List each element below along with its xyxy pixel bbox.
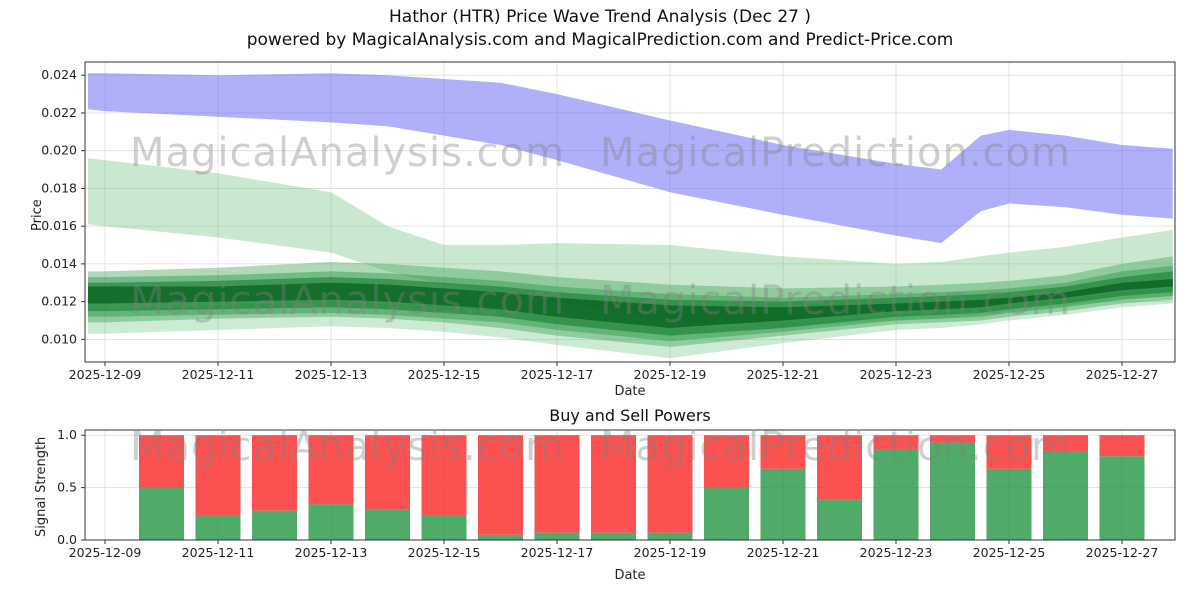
x-tick-label: 2025-12-21 bbox=[747, 545, 820, 560]
buy-power-bar bbox=[1099, 456, 1145, 540]
price-plot-border bbox=[84, 61, 1176, 363]
date-axis-label-bottom: Date bbox=[614, 568, 646, 583]
sell-power-bar bbox=[252, 435, 297, 511]
buy-power-bar bbox=[534, 532, 580, 540]
buy-power-bar bbox=[139, 487, 184, 540]
sell-power-bar bbox=[817, 435, 862, 500]
bar-chart-title: Buy and Sell Powers bbox=[549, 406, 711, 425]
buy-power-bar bbox=[365, 509, 410, 540]
sell-power-bar bbox=[421, 435, 467, 516]
x-tick-label: 2025-12-23 bbox=[860, 367, 933, 382]
x-tick-label: 2025-12-15 bbox=[408, 367, 481, 382]
buy-power-bar bbox=[873, 449, 919, 540]
y-tick-label: 1.0 bbox=[57, 427, 77, 442]
y-tick-label: 0.020 bbox=[41, 143, 77, 158]
buy-power-bar bbox=[1043, 450, 1088, 540]
y-tick-label: 0.010 bbox=[41, 331, 77, 346]
x-tick-label: 2025-12-27 bbox=[1086, 367, 1159, 382]
y-tick-label: 0.016 bbox=[41, 218, 77, 233]
buy-power-bar bbox=[817, 499, 862, 540]
sell-power-bar bbox=[1099, 435, 1145, 457]
sell-power-bar bbox=[308, 435, 354, 505]
x-tick-label: 2025-12-13 bbox=[295, 545, 368, 560]
y-tick-label: 0.014 bbox=[41, 256, 77, 271]
outer-trend-band-light-green-top bbox=[88, 158, 1173, 327]
buy-power-bar bbox=[478, 534, 523, 540]
sell-power-bar bbox=[139, 435, 184, 488]
sell-power-bar bbox=[1043, 435, 1088, 451]
y-tick-label: 0.022 bbox=[41, 105, 77, 120]
page-subtitle: powered by MagicalAnalysis.com and Magic… bbox=[246, 30, 954, 50]
sell-power-bar bbox=[930, 435, 975, 443]
upper-forecast-band-blue bbox=[88, 73, 1173, 244]
y-tick-label: 0.012 bbox=[41, 294, 77, 309]
x-tick-label: 2025-12-11 bbox=[182, 367, 255, 382]
signal-plot-border bbox=[84, 429, 1176, 541]
x-tick-label: 2025-12-25 bbox=[973, 367, 1046, 382]
x-tick-label: 2025-12-25 bbox=[973, 545, 1046, 560]
core-trend-band-darkest bbox=[88, 279, 1173, 328]
buy-power-bar bbox=[930, 442, 975, 540]
sell-power-bar bbox=[986, 435, 1032, 469]
date-axis-label-top: Date bbox=[614, 384, 646, 399]
x-tick-label: 2025-12-23 bbox=[860, 545, 933, 560]
buy-power-bar bbox=[704, 487, 749, 540]
y-tick-label: 0.0 bbox=[57, 532, 77, 547]
x-tick-label: 2025-12-19 bbox=[634, 545, 707, 560]
price-axis-label: Price bbox=[30, 199, 45, 231]
x-tick-label: 2025-12-19 bbox=[634, 367, 707, 382]
buy-power-bar bbox=[986, 468, 1032, 540]
y-tick-label: 0.024 bbox=[41, 67, 77, 82]
sell-power-bar bbox=[591, 435, 636, 533]
sell-power-bar bbox=[534, 435, 580, 533]
x-tick-label: 2025-12-17 bbox=[521, 367, 594, 382]
sell-power-bar bbox=[478, 435, 523, 535]
sell-power-bar bbox=[873, 435, 919, 450]
y-tick-label: 0.5 bbox=[57, 480, 77, 495]
x-tick-label: 2025-12-09 bbox=[69, 545, 142, 560]
x-tick-label: 2025-12-27 bbox=[1086, 545, 1159, 560]
sell-power-bar bbox=[647, 435, 693, 533]
x-tick-label: 2025-12-11 bbox=[182, 545, 255, 560]
x-tick-label: 2025-12-15 bbox=[408, 545, 481, 560]
sell-power-bar bbox=[365, 435, 410, 510]
buy-power-bar bbox=[195, 515, 241, 540]
buy-power-bar bbox=[647, 532, 693, 540]
x-tick-label: 2025-12-13 bbox=[295, 367, 368, 382]
x-tick-label: 2025-12-21 bbox=[747, 367, 820, 382]
buy-power-bar bbox=[760, 468, 806, 540]
sell-power-bar bbox=[704, 435, 749, 488]
y-tick-label: 0.018 bbox=[41, 180, 77, 195]
x-tick-label: 2025-12-09 bbox=[69, 367, 142, 382]
buy-power-bar bbox=[591, 532, 636, 540]
page-title: Hathor (HTR) Price Wave Trend Analysis (… bbox=[389, 7, 811, 27]
buy-power-bar bbox=[252, 510, 297, 540]
signal-strength-axis-label: Signal Strength bbox=[34, 436, 49, 537]
buy-power-bar bbox=[421, 515, 467, 540]
buy-power-bar bbox=[308, 504, 354, 540]
sell-power-bar bbox=[760, 435, 806, 469]
sell-power-bar bbox=[195, 435, 241, 516]
x-tick-label: 2025-12-17 bbox=[521, 545, 594, 560]
